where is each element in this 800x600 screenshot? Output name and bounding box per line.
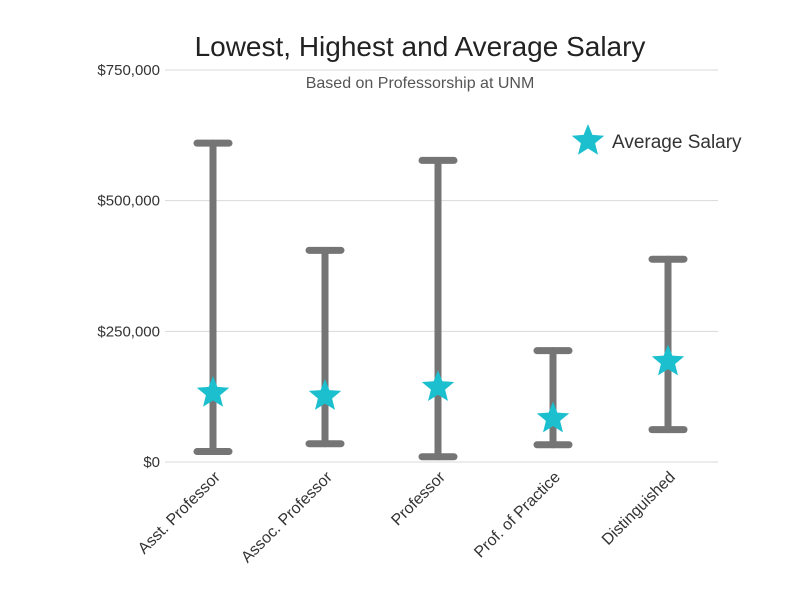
average-markers: [196, 344, 685, 433]
range-bar: [418, 156, 458, 461]
x-tick-label: Professor: [388, 468, 449, 529]
x-tick-label: Assoc. Professor: [238, 468, 336, 566]
x-tick-label: Asst. Professor: [135, 468, 224, 557]
y-tick-label: $500,000: [97, 193, 160, 210]
average-star-marker: [421, 370, 455, 401]
range-bar: [533, 347, 573, 449]
average-star-marker: [536, 401, 570, 433]
x-axis-labels: Asst. Professor Assoc. Professor Professor…: [135, 468, 679, 566]
y-tick-label: $0: [143, 454, 160, 471]
y-tick-label: $750,000: [97, 62, 160, 79]
chart-subtitle: Based on Professorship at UNM: [306, 75, 535, 92]
range-bar: [648, 255, 688, 434]
range-bars: [193, 139, 688, 461]
y-tick-label: $250,000: [97, 323, 160, 340]
range-bar: [305, 246, 345, 448]
average-star-marker: [308, 379, 342, 410]
average-star-marker: [196, 376, 230, 407]
range-bar: [193, 139, 233, 456]
x-tick-label: Distinguished: [599, 469, 679, 549]
legend-star-icon: [571, 124, 605, 155]
average-star-marker: [651, 344, 685, 376]
x-tick-label: Prof. of Practice: [471, 469, 564, 562]
legend-label: Average Salary: [612, 132, 742, 153]
y-axis-ticks: $0 $250,000 $500,000 $750,000: [97, 62, 160, 471]
chart-title: Lowest, Highest and Average Salary: [195, 31, 646, 62]
legend: Average Salary: [571, 124, 742, 155]
